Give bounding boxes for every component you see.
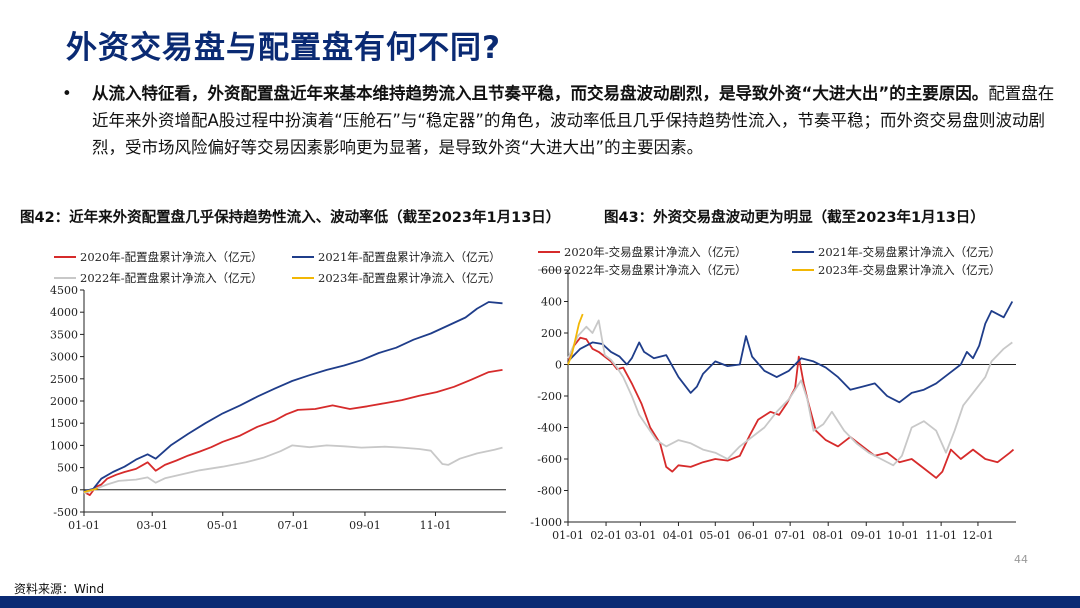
chart43-legend-label-3: 2023年-交易盘累计净流入（亿元）: [818, 263, 1001, 277]
chart42-y-tick-label: 4000: [50, 306, 78, 319]
chart42-y-tick-label: 1000: [50, 439, 78, 452]
chart43-x-tick-label: 04-01: [663, 529, 695, 542]
chart43-x-tick-label: 12-01: [962, 529, 994, 542]
bullet-dot: •: [62, 84, 72, 103]
chart43-x-tick-label: 02-01: [590, 529, 622, 542]
chart42-y-tick-label: 1500: [50, 417, 78, 430]
chart43-y-tick-label: -400: [537, 422, 562, 435]
chart42-legend-label-2: 2022年-配置盘累计净流入（亿元）: [80, 271, 263, 285]
chart42-x-tick-label: 05-01: [207, 519, 239, 532]
chart43-x-tick-label: 08-01: [812, 529, 844, 542]
chart43-series-line-3: [567, 313, 584, 365]
chart43-x-tick-label: 03-01: [625, 529, 657, 542]
chart42-legend-label-3: 2023年-配置盘累计净流入（亿元）: [318, 271, 501, 285]
chart43-y-tick-label: 0: [555, 359, 562, 372]
chart42-y-tick-label: 3500: [50, 328, 78, 341]
chart42-y-tick-label: 2500: [50, 373, 78, 386]
chart42-series-line-2: [83, 444, 503, 495]
chart43: 2020年-交易盘累计净流入（亿元） 2021年-交易盘累计净流入（亿元） 2022…: [530, 245, 1016, 542]
chart42-x-tick-label: 11-01: [420, 519, 452, 532]
chart42-legend-label-0: 2020年-配置盘累计净流入（亿元）: [80, 250, 263, 264]
chart43-x-tick-label: 07-01: [774, 529, 806, 542]
chart42-y-tick-label: 2000: [50, 395, 78, 408]
chart42-y-tick-label: 500: [57, 462, 78, 475]
chart43-y-tick-label: 200: [541, 327, 562, 340]
chart42-x-tick-label: 09-01: [349, 519, 381, 532]
slide-title: 外资交易盘与配置盘有何不同?: [66, 30, 501, 66]
chart42-series-line-3: [83, 487, 99, 493]
chart43-x-tick-label: 11-01: [925, 529, 957, 542]
chart42-y-tick-label: 3000: [50, 351, 78, 364]
chart43-series-line-0: [567, 336, 1015, 479]
page-number: 44: [1014, 553, 1028, 566]
chart43-legend-label-1: 2021年-交易盘累计净流入（亿元）: [818, 245, 1001, 259]
chart43-y-tick-label: -1000: [530, 516, 562, 529]
chart42-legend-label-1: 2021年-配置盘累计净流入（亿元）: [318, 250, 501, 264]
chart43-y-tick-label: -600: [537, 453, 562, 466]
chart43-x-tick-label: 01-01: [552, 529, 584, 542]
chart42-title: 图42：近年来外资配置盘几乎保持趋势性流入、波动率低（截至2023年1月13日）: [20, 210, 561, 226]
chart43-y-tick-label: 600: [541, 264, 562, 277]
chart43-x-tick-label: 09-01: [850, 529, 882, 542]
chart43-y-tick-label: -200: [537, 390, 562, 403]
chart42-y-tick-label: 0: [71, 484, 78, 497]
chart42-series-line-0: [83, 369, 503, 496]
chart42-x-tick-label: 07-01: [277, 519, 309, 532]
bullet-paragraph: • 从流入特征看，外资配置盘近年来基本维持趋势流入且节奏平稳，而交易盘波动剧烈，…: [62, 80, 1056, 161]
chart43-legend-label-0: 2020年-交易盘累计净流入（亿元）: [564, 245, 747, 259]
chart43-x-tick-label: 05-01: [699, 529, 731, 542]
chart42: 2020年-配置盘累计净流入（亿元） 2021年-配置盘累计净流入（亿元） 2022…: [50, 250, 506, 532]
chart43-x-tick-label: 06-01: [737, 529, 769, 542]
chart43-y-tick-label: 400: [541, 296, 562, 309]
bullet-bold-text: 从流入特征看，外资配置盘近年来基本维持趋势流入且节奏平稳，而交易盘波动剧烈，是导…: [92, 84, 989, 103]
chart43-series-line-2: [567, 319, 1013, 467]
chart43-legend-label-2: 2022年-交易盘累计净流入（亿元）: [564, 263, 747, 277]
chart43-series-line-1: [567, 301, 1014, 404]
chart42-series-line-1: [83, 301, 503, 492]
chart43-x-tick-label: 10-01: [887, 529, 919, 542]
chart42-x-tick-label: 03-01: [136, 519, 168, 532]
footer-bar: [0, 596, 1080, 608]
source-note: 资料来源：Wind: [14, 582, 105, 596]
chart43-y-tick-label: -800: [537, 485, 562, 498]
chart42-x-tick-label: 01-01: [68, 519, 100, 532]
chart42-y-tick-label: 4500: [50, 284, 78, 297]
chart42-y-tick-label: -500: [53, 506, 78, 519]
chart43-title: 图43：外资交易盘波动更为明显（截至2023年1月13日）: [604, 210, 985, 226]
bullet-body-text: 配置盘在近年来外资增配A股过程中扮演着“压舱石”与“稳定器”的角色，波动率低且几…: [92, 84, 1055, 157]
